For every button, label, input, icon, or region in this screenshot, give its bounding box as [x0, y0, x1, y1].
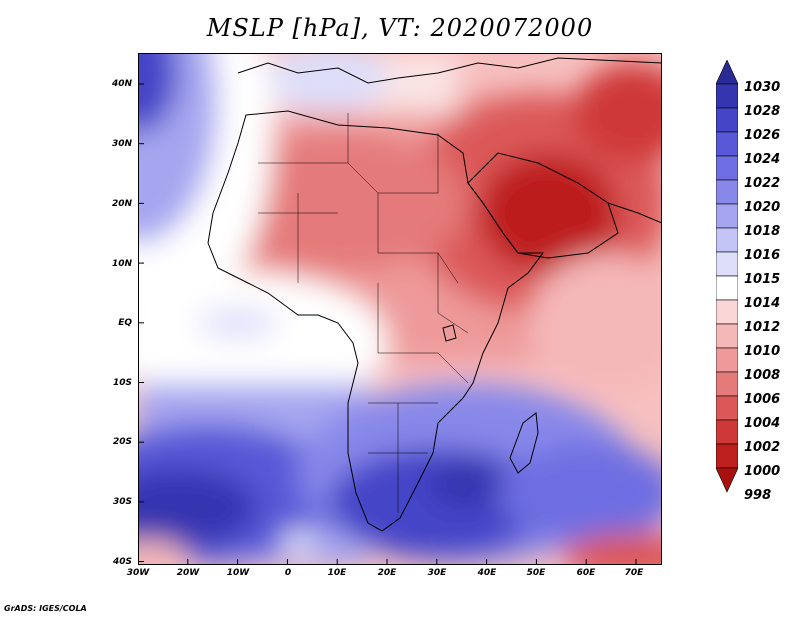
colorbar-label: 1010 — [744, 344, 781, 359]
colorbar-label: 1004 — [744, 416, 781, 431]
coastline-madagascar — [509, 412, 539, 474]
x-tick-label: 60E — [576, 568, 596, 578]
y-tick-label: 10S — [112, 378, 132, 388]
colorbar-label: 1028 — [744, 104, 781, 119]
colorbar-top-arrow — [716, 60, 738, 85]
pressure-field-patch — [284, 531, 312, 551]
colorbar-bottom-arrow — [716, 467, 738, 493]
y-tick-label: 30S — [112, 497, 132, 507]
colorbar-label: 1024 — [744, 152, 781, 167]
map-panel — [138, 53, 662, 565]
colorbar-label: 1026 — [744, 128, 781, 143]
colorbar-label: 1006 — [744, 392, 781, 407]
pressure-field-patch — [198, 308, 278, 338]
plot-title: MSLP [hPa], VT: 2020072000 — [206, 14, 594, 42]
colorbar-label: 1018 — [744, 224, 781, 239]
colorbar-label: 1000 — [744, 464, 781, 479]
colorbar-cell — [716, 347, 738, 373]
y-tick-label: 40S — [112, 557, 132, 567]
colorbar-label: 1020 — [744, 200, 781, 215]
y-tick-label: 40N — [111, 79, 132, 89]
pressure-field-patch — [138, 540, 188, 565]
x-tick-label: 20E — [377, 568, 397, 578]
colorbar-cell — [716, 83, 738, 109]
y-tick-label: 20S — [112, 437, 132, 447]
colorbar-label: 1030 — [744, 80, 781, 95]
pressure-field-patch — [138, 468, 258, 548]
lake-victoria — [442, 324, 457, 342]
colorbar — [716, 60, 738, 493]
pressure-field-patch — [268, 53, 388, 113]
y-tick-label: 10N — [111, 259, 132, 269]
coastline-india — [607, 202, 662, 224]
colorbar-cell — [716, 371, 738, 397]
map-frame — [138, 53, 662, 565]
x-tick-label: 40E — [477, 568, 497, 578]
colorbar-cell — [716, 251, 738, 277]
colorbar-cell — [716, 107, 738, 133]
colorbar-cell — [716, 203, 738, 229]
country-borders — [258, 113, 469, 513]
pressure-field-patch — [138, 53, 178, 133]
colorbar-label: 998 — [744, 488, 772, 503]
pressure-field-patch — [563, 533, 662, 565]
colorbar-label: 1014 — [744, 296, 781, 311]
x-tick-label: 30E — [427, 568, 447, 578]
colorbar-cell — [716, 395, 738, 421]
colorbar-cell — [716, 299, 738, 325]
colorbar-cell — [716, 179, 738, 205]
colorbar-label: 1015 — [744, 272, 781, 287]
coastline-arabia — [467, 152, 619, 259]
x-tick-label: 50E — [526, 568, 546, 578]
colorbar-label: 1022 — [744, 176, 781, 191]
x-tick-label: 10W — [226, 568, 250, 578]
x-tick-label: 30W — [126, 568, 150, 578]
colorbar-cell — [716, 275, 738, 301]
credit-text: GrADS: IGES/COLA — [4, 604, 87, 613]
x-tick-label: 10E — [327, 568, 347, 578]
pressure-field-patch — [478, 153, 618, 273]
pressure-field-patch — [208, 133, 468, 273]
y-tick-label: 20N — [111, 199, 132, 209]
y-tick-label: EQ — [118, 318, 132, 328]
colorbar-label: 1012 — [744, 320, 781, 335]
x-tick-label: 0 — [284, 568, 292, 578]
pressure-field-patch — [498, 443, 662, 543]
pressure-field-patch — [138, 273, 388, 413]
y-tick-label: 30N — [111, 139, 132, 149]
colorbar-label: 1016 — [744, 248, 781, 263]
colorbar-cell — [716, 419, 738, 445]
x-tick-label: 70E — [624, 568, 644, 578]
pressure-field-patch — [528, 253, 662, 393]
colorbar-cell — [716, 131, 738, 157]
pressure-field-patch — [428, 458, 508, 508]
colorbar-cell — [716, 443, 738, 469]
x-tick-label: 20W — [176, 568, 200, 578]
colorbar-label: 1008 — [744, 368, 781, 383]
colorbar-label: 1002 — [744, 440, 781, 455]
coastline-europe — [237, 57, 662, 84]
colorbar-cell — [716, 155, 738, 181]
pressure-field-patch — [573, 63, 662, 163]
colorbar-cell — [716, 227, 738, 253]
colorbar-cell — [716, 323, 738, 349]
